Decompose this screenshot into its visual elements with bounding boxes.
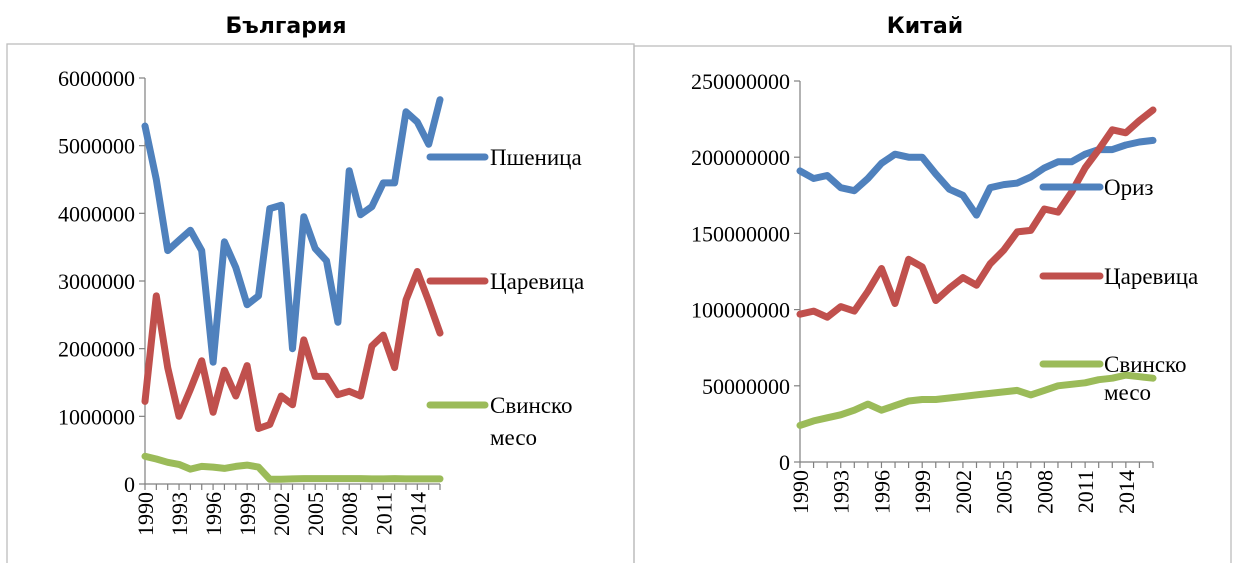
x-tick-label: 1990 [788, 470, 813, 514]
x-tick-label: 1999 [910, 470, 935, 514]
x-tick-label: 1996 [201, 492, 226, 536]
x-tick-label: 2008 [337, 492, 362, 536]
chart-title: Китай [887, 14, 963, 39]
x-tick-label: 1993 [167, 492, 192, 536]
y-tick-label: 4000000 [58, 201, 135, 226]
x-tick-label: 2008 [1032, 470, 1057, 514]
x-tick-label: 1993 [829, 470, 854, 514]
x-tick-label: 2002 [269, 492, 294, 536]
y-tick-label: 5000000 [58, 134, 135, 159]
y-tick-label: 6000000 [58, 66, 135, 91]
y-tick-label: 100000000 [691, 298, 790, 323]
chart-border [633, 45, 1232, 563]
legend-label: Свинско [490, 393, 573, 418]
y-tick-label: 200000000 [691, 145, 790, 170]
x-tick-label: 1996 [869, 470, 894, 514]
y-tick-label: 0 [124, 472, 135, 497]
legend-label: месо [1104, 380, 1151, 405]
x-tick-label: 1999 [235, 492, 260, 536]
series-line-2 [141, 268, 444, 432]
legend-label: Свинско [1104, 352, 1187, 377]
series-line-2 [796, 106, 1157, 321]
legend-label: Ориз [1104, 175, 1154, 200]
axes: 0 1000000 2000000 3000000 4000000 5000000 6000… [58, 66, 441, 536]
axes: 0 50000000 100000000 150000000 200000000 2500… [691, 69, 1154, 514]
x-tick-label: 2011 [371, 492, 396, 535]
legend-label: Пшеница [490, 145, 582, 170]
legend-label: Царевица [1104, 264, 1198, 289]
y-tick-label: 1000000 [58, 404, 135, 429]
x-tick-label: 2011 [1073, 470, 1098, 513]
x-tick-label: 2005 [992, 470, 1017, 514]
y-tick-label: 250000000 [691, 69, 790, 94]
legend: Ориз Царевица Свинско месо [1039, 175, 1198, 405]
x-tick-label: 2005 [303, 492, 328, 536]
chart-border [6, 43, 635, 563]
y-tick-label: 2000000 [58, 337, 135, 362]
legend: Пшеница Царевица Свинско месо [426, 145, 584, 450]
chart-title: България [225, 14, 346, 39]
legend-label: Царевица [490, 269, 584, 294]
chart-bulgaria: България 0 1000000 2000000 3000000 4000000 50… [6, 14, 635, 563]
chart-china: Китай 0 50000000 100000000 150000000 2000000… [633, 14, 1232, 563]
y-tick-label: 150000000 [691, 221, 790, 246]
series-line-3 [141, 452, 444, 483]
x-tick-label: 2014 [1114, 470, 1139, 514]
x-tick-label: 2002 [951, 470, 976, 514]
y-tick-label: 50000000 [702, 374, 790, 399]
y-tick-label: 3000000 [58, 269, 135, 294]
series-layer [141, 96, 444, 483]
series-layer [796, 106, 1157, 429]
legend-label: месо [490, 425, 537, 450]
x-tick-label: 1990 [133, 492, 158, 536]
series-line-1 [141, 96, 444, 366]
y-tick-label: 0 [779, 450, 790, 475]
x-tick-label: 2014 [405, 492, 430, 536]
series-line-3 [796, 371, 1157, 429]
